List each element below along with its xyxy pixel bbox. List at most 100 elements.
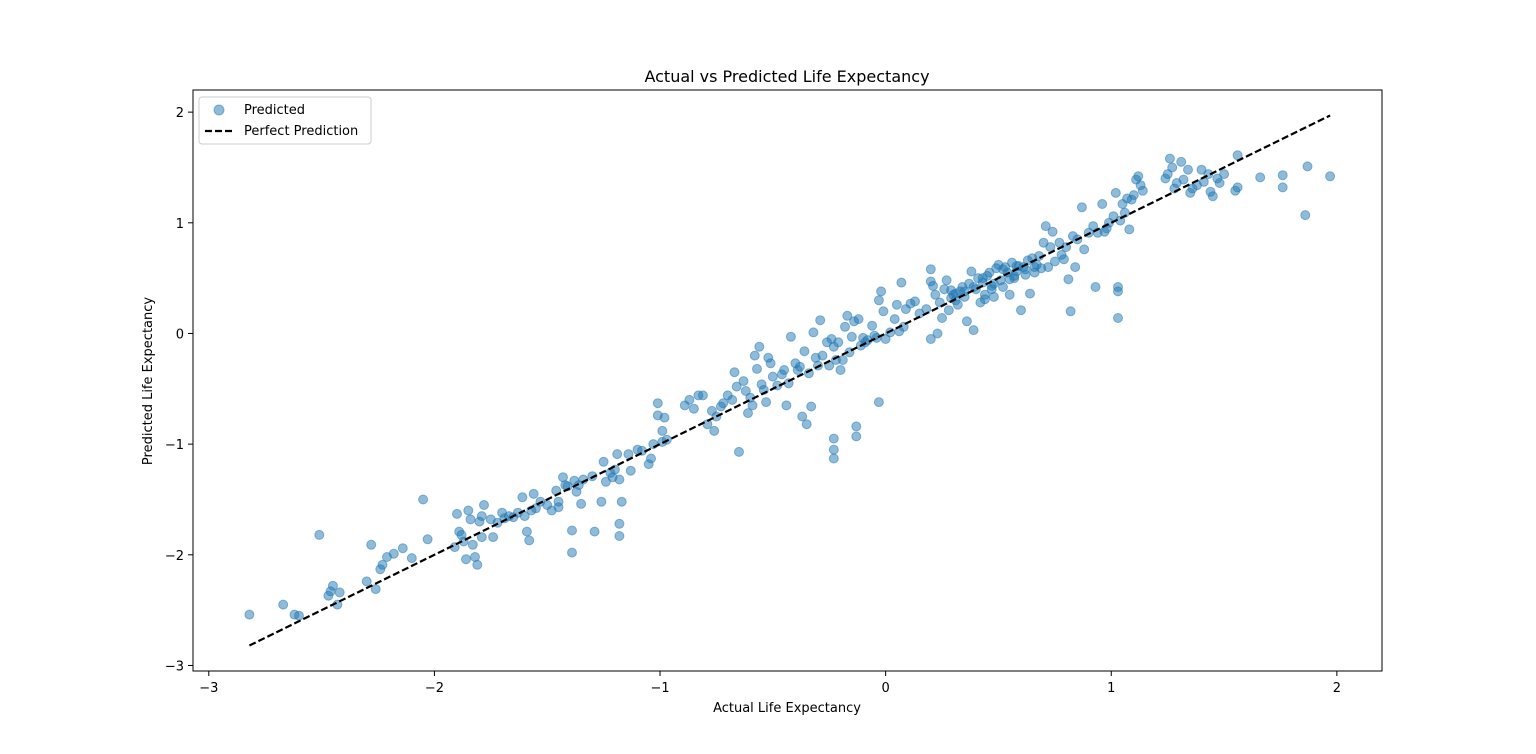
data-point xyxy=(465,514,476,525)
data-point xyxy=(517,492,528,503)
data-point xyxy=(467,539,478,550)
data-point xyxy=(799,346,810,357)
data-point xyxy=(1133,171,1144,182)
data-point xyxy=(785,331,796,342)
data-point xyxy=(397,543,408,554)
data-point xyxy=(837,355,848,365)
data-point xyxy=(1176,156,1187,167)
data-point xyxy=(1047,226,1058,237)
data-point xyxy=(388,548,399,559)
data-point xyxy=(765,358,776,369)
data-point xyxy=(806,401,817,412)
data-point xyxy=(835,365,846,375)
data-point xyxy=(616,496,627,507)
data-point xyxy=(1070,262,1081,273)
data-point xyxy=(488,532,499,543)
data-point xyxy=(1255,172,1266,183)
data-point xyxy=(979,294,990,305)
data-point xyxy=(314,529,325,540)
x-axis-label: Actual Life Expectancy xyxy=(713,701,861,716)
data-point xyxy=(709,425,720,436)
data-point xyxy=(943,305,954,316)
data-point xyxy=(1164,153,1175,164)
data-point xyxy=(998,264,1008,275)
data-point xyxy=(612,449,623,460)
data-point xyxy=(1049,256,1060,267)
data-point xyxy=(652,398,663,409)
data-point xyxy=(576,498,587,509)
data-point xyxy=(1214,178,1225,188)
data-point xyxy=(867,320,878,331)
data-point xyxy=(688,403,699,414)
data-point xyxy=(1277,182,1288,193)
data-point xyxy=(476,511,487,522)
data-point xyxy=(731,381,742,392)
data-point xyxy=(767,371,778,382)
data-point xyxy=(614,518,625,529)
data-point xyxy=(1207,191,1218,202)
perfect-prediction-line xyxy=(248,114,1331,647)
data-point xyxy=(1128,190,1139,201)
data-point xyxy=(1040,221,1051,232)
data-point xyxy=(761,397,772,408)
data-point xyxy=(1302,161,1313,172)
data-point xyxy=(797,411,808,422)
data-point xyxy=(567,547,577,558)
data-point xyxy=(1065,306,1076,317)
data-point xyxy=(524,535,535,546)
data-point xyxy=(808,327,819,338)
data-point xyxy=(921,304,932,315)
data-point xyxy=(752,363,762,374)
data-point xyxy=(952,299,963,310)
data-point xyxy=(361,576,372,587)
data-point xyxy=(925,334,936,344)
data-point xyxy=(896,277,907,288)
data-point xyxy=(684,394,695,405)
data-point xyxy=(851,421,862,432)
data-point xyxy=(828,453,839,464)
y-tick-label: 1 xyxy=(176,217,184,232)
data-point xyxy=(815,315,826,326)
data-point xyxy=(743,408,753,419)
data-point xyxy=(614,474,625,485)
y-axis-label: Predicted Life Expectancy xyxy=(141,297,156,465)
data-point xyxy=(801,419,812,430)
data-point xyxy=(1167,162,1178,173)
data-point xyxy=(609,464,620,475)
axes: −3 −2 −1 0 1 2 −3 −2 −1 0 1 2 xyxy=(165,89,1383,696)
legend-marker-predicted xyxy=(213,104,225,116)
data-point xyxy=(327,580,338,591)
data-point xyxy=(998,282,1008,292)
data-point xyxy=(461,554,471,565)
data-point xyxy=(1300,210,1311,221)
data-point xyxy=(961,316,972,327)
data-point xyxy=(878,306,889,317)
data-point xyxy=(1063,274,1074,285)
data-point xyxy=(646,453,656,464)
data-point xyxy=(472,559,483,570)
data-point xyxy=(889,314,900,325)
y-tick-label: 0 xyxy=(176,327,184,342)
x-tick-label: 1 xyxy=(1107,681,1115,696)
legend-label-perfect: Perfect Prediction xyxy=(244,124,358,139)
data-point xyxy=(928,280,938,291)
data-point xyxy=(966,266,977,277)
y-tick-label: −3 xyxy=(165,659,184,674)
legend: Predicted Perfect Prediction xyxy=(198,96,372,145)
data-point xyxy=(422,534,433,545)
data-point xyxy=(596,496,607,507)
data-point xyxy=(1029,262,1040,273)
data-point xyxy=(589,526,600,537)
y-tick-label: 2 xyxy=(176,106,184,121)
data-point xyxy=(553,502,564,513)
data-point xyxy=(977,273,988,284)
data-point xyxy=(1113,313,1123,323)
legend-label-predicted: Predicted xyxy=(244,103,305,118)
data-point xyxy=(1016,305,1026,316)
data-point xyxy=(873,397,884,408)
data-point xyxy=(476,532,487,543)
x-tick-label: 0 xyxy=(882,681,890,696)
y-tick-label: −1 xyxy=(165,438,184,453)
data-point xyxy=(833,337,844,348)
